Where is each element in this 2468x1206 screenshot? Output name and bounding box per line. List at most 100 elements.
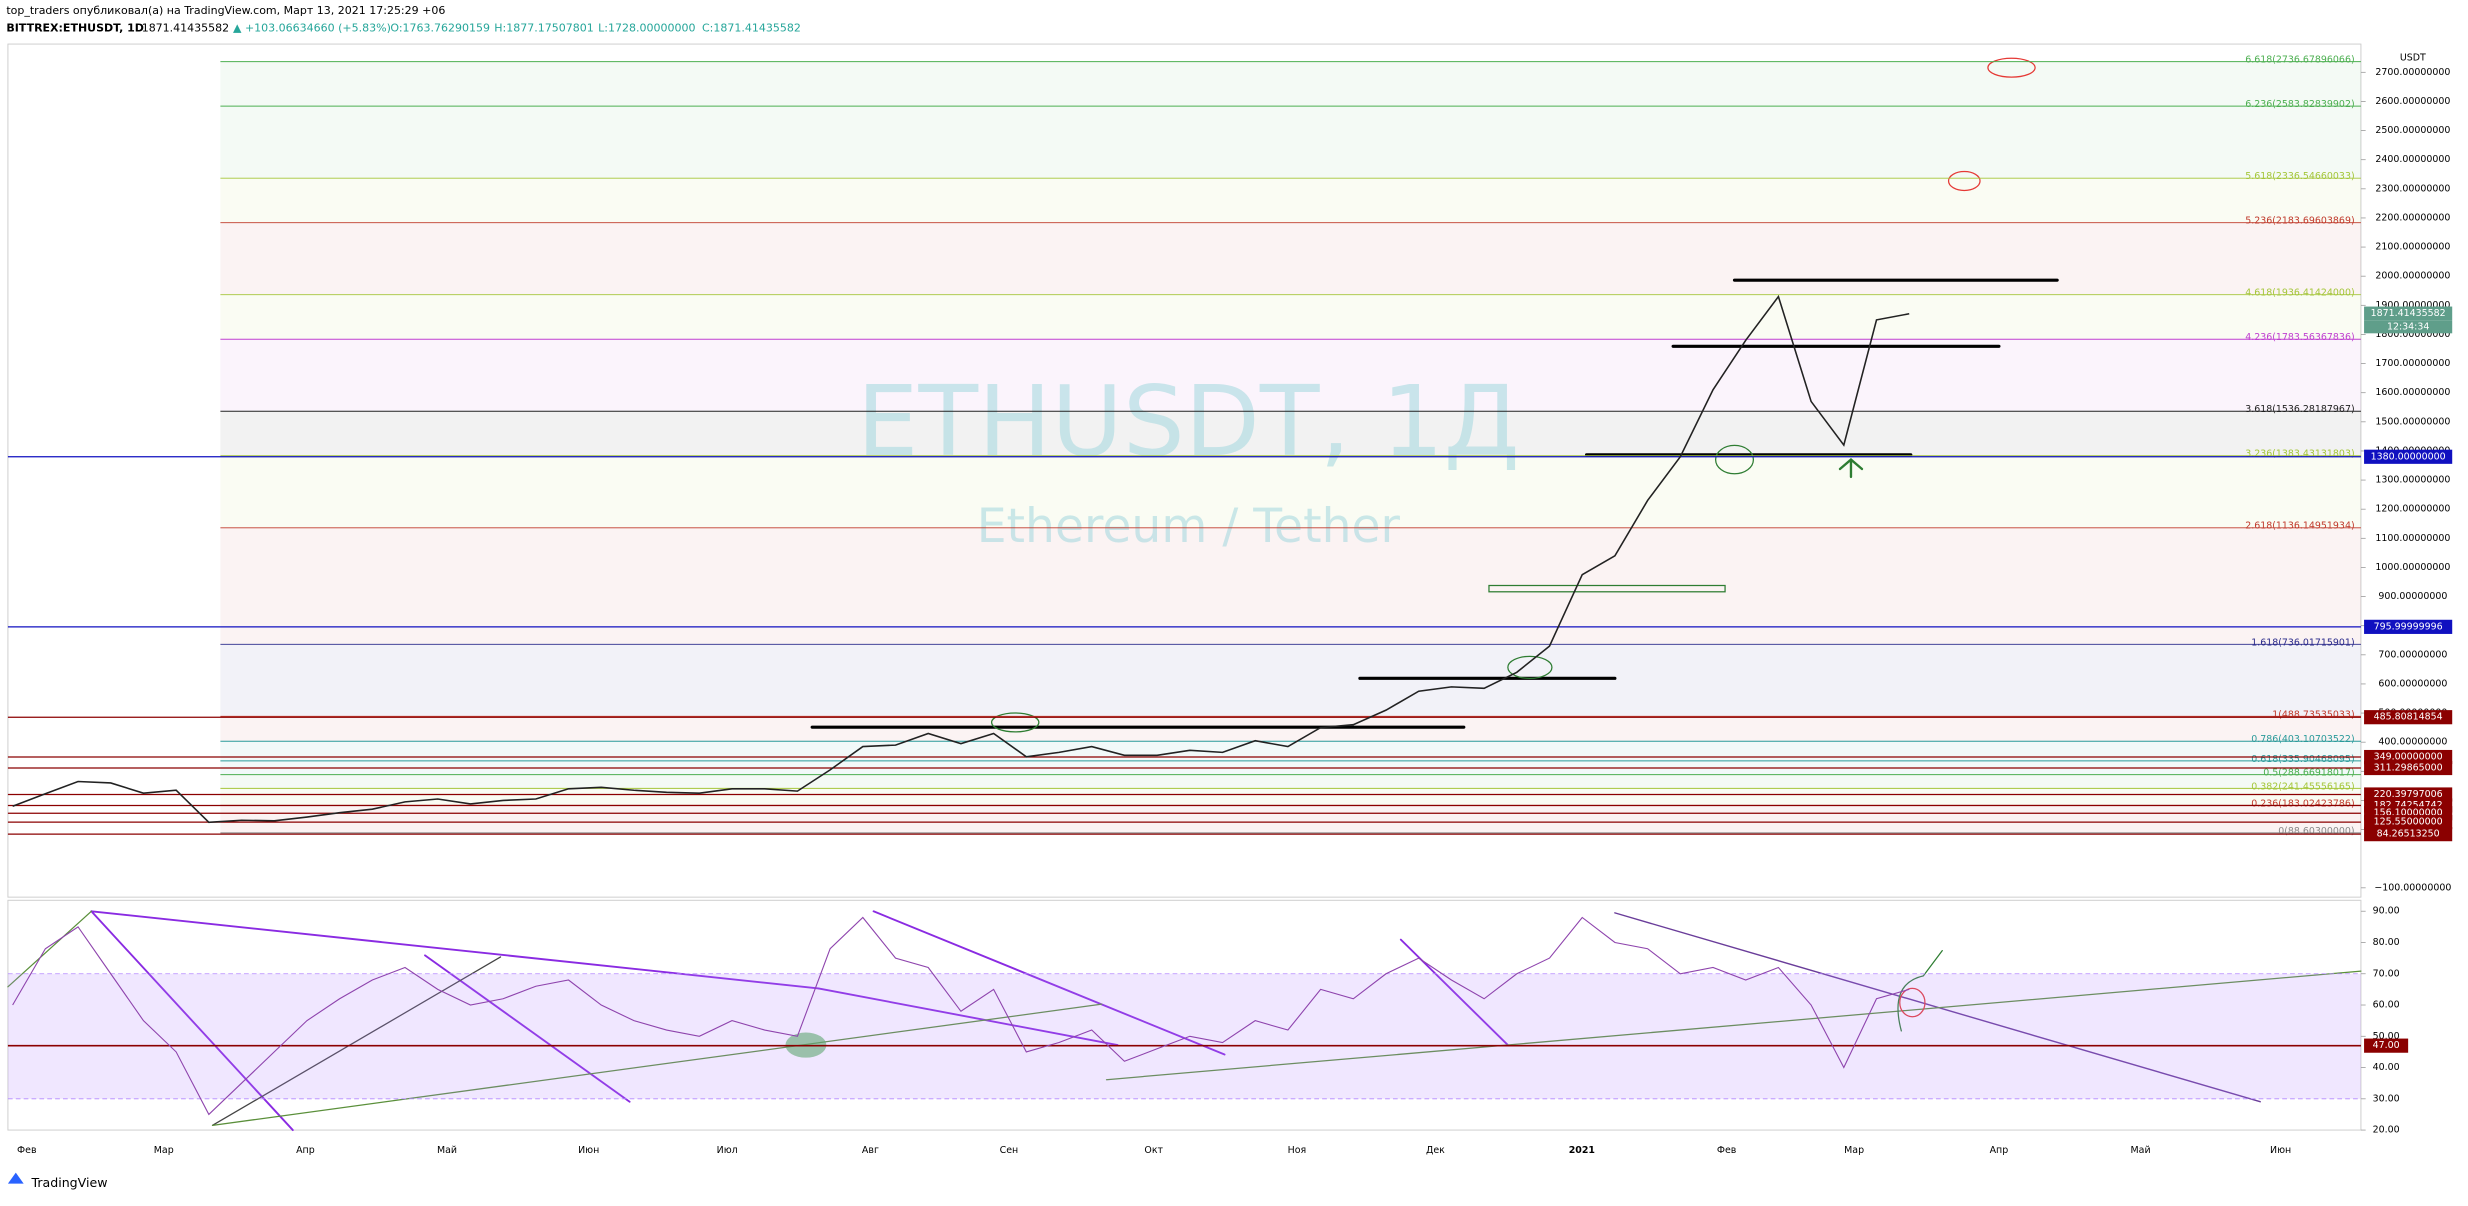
rsi-band [7, 973, 2361, 1099]
fib-label: 0(88.60300000) [2278, 826, 2354, 837]
x-tick-label: Окт [1144, 1145, 1163, 1156]
price-tag-label: 311.29865000 [2374, 763, 2443, 774]
last-price: 1871.41435582 [142, 21, 229, 34]
annotation-circle [1987, 57, 2036, 78]
x-tick-label: Июн [2270, 1145, 2291, 1156]
price-tag [2364, 815, 2453, 830]
price-tag [2364, 449, 2453, 464]
y-tick-label: 1900.00000000 [2375, 300, 2450, 311]
trendline [7, 910, 92, 988]
fib-zone [220, 294, 2361, 340]
rsi-tick-label: 60.00 [2373, 1000, 2400, 1011]
rsi-line [12, 916, 1910, 1116]
fib-zone [220, 788, 2361, 806]
fib-zone [220, 455, 2361, 528]
price-tag-label: 156.10000000 [2374, 808, 2443, 819]
price-tag-label: 349.00000000 [2374, 752, 2443, 763]
x-tick-label: Фев [17, 1145, 37, 1156]
y-tick-label: 1800.00000000 [2375, 329, 2450, 340]
arrow [1897, 950, 1943, 1032]
x-tick-label: Ноя [1288, 1145, 1307, 1156]
trendline [424, 954, 631, 1103]
price-line [12, 294, 1910, 824]
price-tag-label: 182.74254742 [2374, 800, 2443, 811]
trendline [90, 910, 294, 1132]
fib-label: 6.618(2736.67896066) [2245, 55, 2354, 66]
watermark-title: ETHUSDT, 1Д [857, 365, 1520, 479]
price-tag [2364, 760, 2453, 776]
trendline [211, 956, 502, 1126]
fib-label: 0.5(288.66918017) [2263, 768, 2354, 779]
fib-zone [220, 644, 2361, 717]
fib-label: 1.618(736.01715901) [2251, 637, 2354, 648]
x-tick-label: Июл [717, 1145, 738, 1156]
price-tag-label: 795.99999996 [2374, 621, 2443, 632]
y-tick-label: 2700.00000000 [2375, 67, 2450, 78]
annotation-circle [1899, 987, 1926, 1018]
y-tick-label: 1700.00000000 [2375, 358, 2450, 369]
x-tick-label: Авг [862, 1145, 879, 1156]
price-tag-label: 1871.41435582 [2371, 308, 2446, 319]
countdown: 12:34:34 [2387, 322, 2429, 333]
fib-label: 0.786(403.10703522) [2251, 734, 2354, 745]
x-tick-label: Май [2131, 1145, 2151, 1156]
price-tag-label: 220.39797006 [2374, 789, 2443, 800]
trendline [90, 910, 820, 990]
fib-zone [220, 716, 2361, 742]
price-tag [2364, 827, 2453, 842]
y-tick-label: −100.00000000 [2374, 882, 2451, 893]
trendline [211, 1003, 1103, 1126]
rsi-pane [7, 899, 2362, 1131]
y-tick-label: 2000.00000000 [2375, 271, 2450, 282]
y-tick-label: 1000.00000000 [2375, 562, 2450, 573]
symbol: BITTREX:ETHUSDT, 1D [6, 21, 144, 34]
x-tick-label: Апр [1990, 1145, 2009, 1156]
x-tick-label: Июн [578, 1145, 599, 1156]
high: H:1877.17507801 [494, 21, 593, 34]
fib-label: 2.618(1136.14951934) [2245, 521, 2354, 532]
rsi-tick-label: 30.00 [2373, 1093, 2400, 1104]
rsi-level-label: 47.00 [2373, 1040, 2400, 1051]
price-tag [2364, 306, 2453, 321]
rsi-tick-label: 20.00 [2373, 1125, 2400, 1136]
fib-zone [220, 774, 2361, 789]
fib-label: 0.382(241.45556165) [2251, 781, 2354, 792]
watermark-subtitle: Ethereum / Tether [977, 499, 1401, 554]
price-tag [2364, 749, 2453, 765]
countdown-box [2364, 320, 2453, 334]
x-tick-label: Мар [1844, 1145, 1864, 1156]
fib-label: 0.618(335.90468095) [2251, 754, 2354, 765]
fib-zone [220, 411, 2361, 456]
footer: TradingView [31, 1175, 108, 1190]
rsi-tick-label: 40.00 [2373, 1062, 2400, 1073]
rsi-tick-label: 70.00 [2373, 968, 2400, 979]
arrow [1838, 458, 1864, 479]
y-tick-label: 1100.00000000 [2375, 533, 2450, 544]
chart-layer: −100.00000000100.00000000200.00000000300… [7, 55, 2453, 1156]
author-line: top_traders опубликовал(а) на TradingVie… [6, 4, 445, 17]
rsi-tick-label: 80.00 [2373, 937, 2400, 948]
annotation-circle [1507, 655, 1553, 679]
fib-label: 3.236(1383.43131803) [2245, 449, 2354, 460]
fib-label: 5.618(2336.54660033) [2245, 171, 2354, 182]
open: O:1763.76290159 [390, 21, 490, 34]
fib-zone [220, 222, 2361, 295]
y-tick-label: 2100.00000000 [2375, 242, 2450, 253]
price-tag-label: 485.80814854 [2374, 712, 2443, 723]
axis-unit: USDT [2400, 53, 2426, 64]
price-tag-label: 125.55000000 [2374, 817, 2443, 828]
y-tick-label: 2500.00000000 [2375, 125, 2450, 136]
y-tick-label: 2600.00000000 [2375, 96, 2450, 107]
fib-label: 6.236(2583.82839902) [2245, 99, 2354, 110]
y-tick-label: 2400.00000000 [2375, 154, 2450, 165]
close: C:1871.41435582 [702, 21, 801, 34]
fib-zones [220, 61, 2361, 833]
fib-label: 4.618(1936.41424000) [2245, 288, 2354, 299]
annotation-circle [1947, 170, 1981, 192]
y-tick-label: 2300.00000000 [2375, 183, 2450, 194]
x-tick-label: Сен [1000, 1145, 1019, 1156]
rsi-tick-label: 90.00 [2373, 906, 2400, 917]
drawn-box [1488, 584, 1726, 593]
x-tick-label: Дек [1426, 1145, 1445, 1156]
